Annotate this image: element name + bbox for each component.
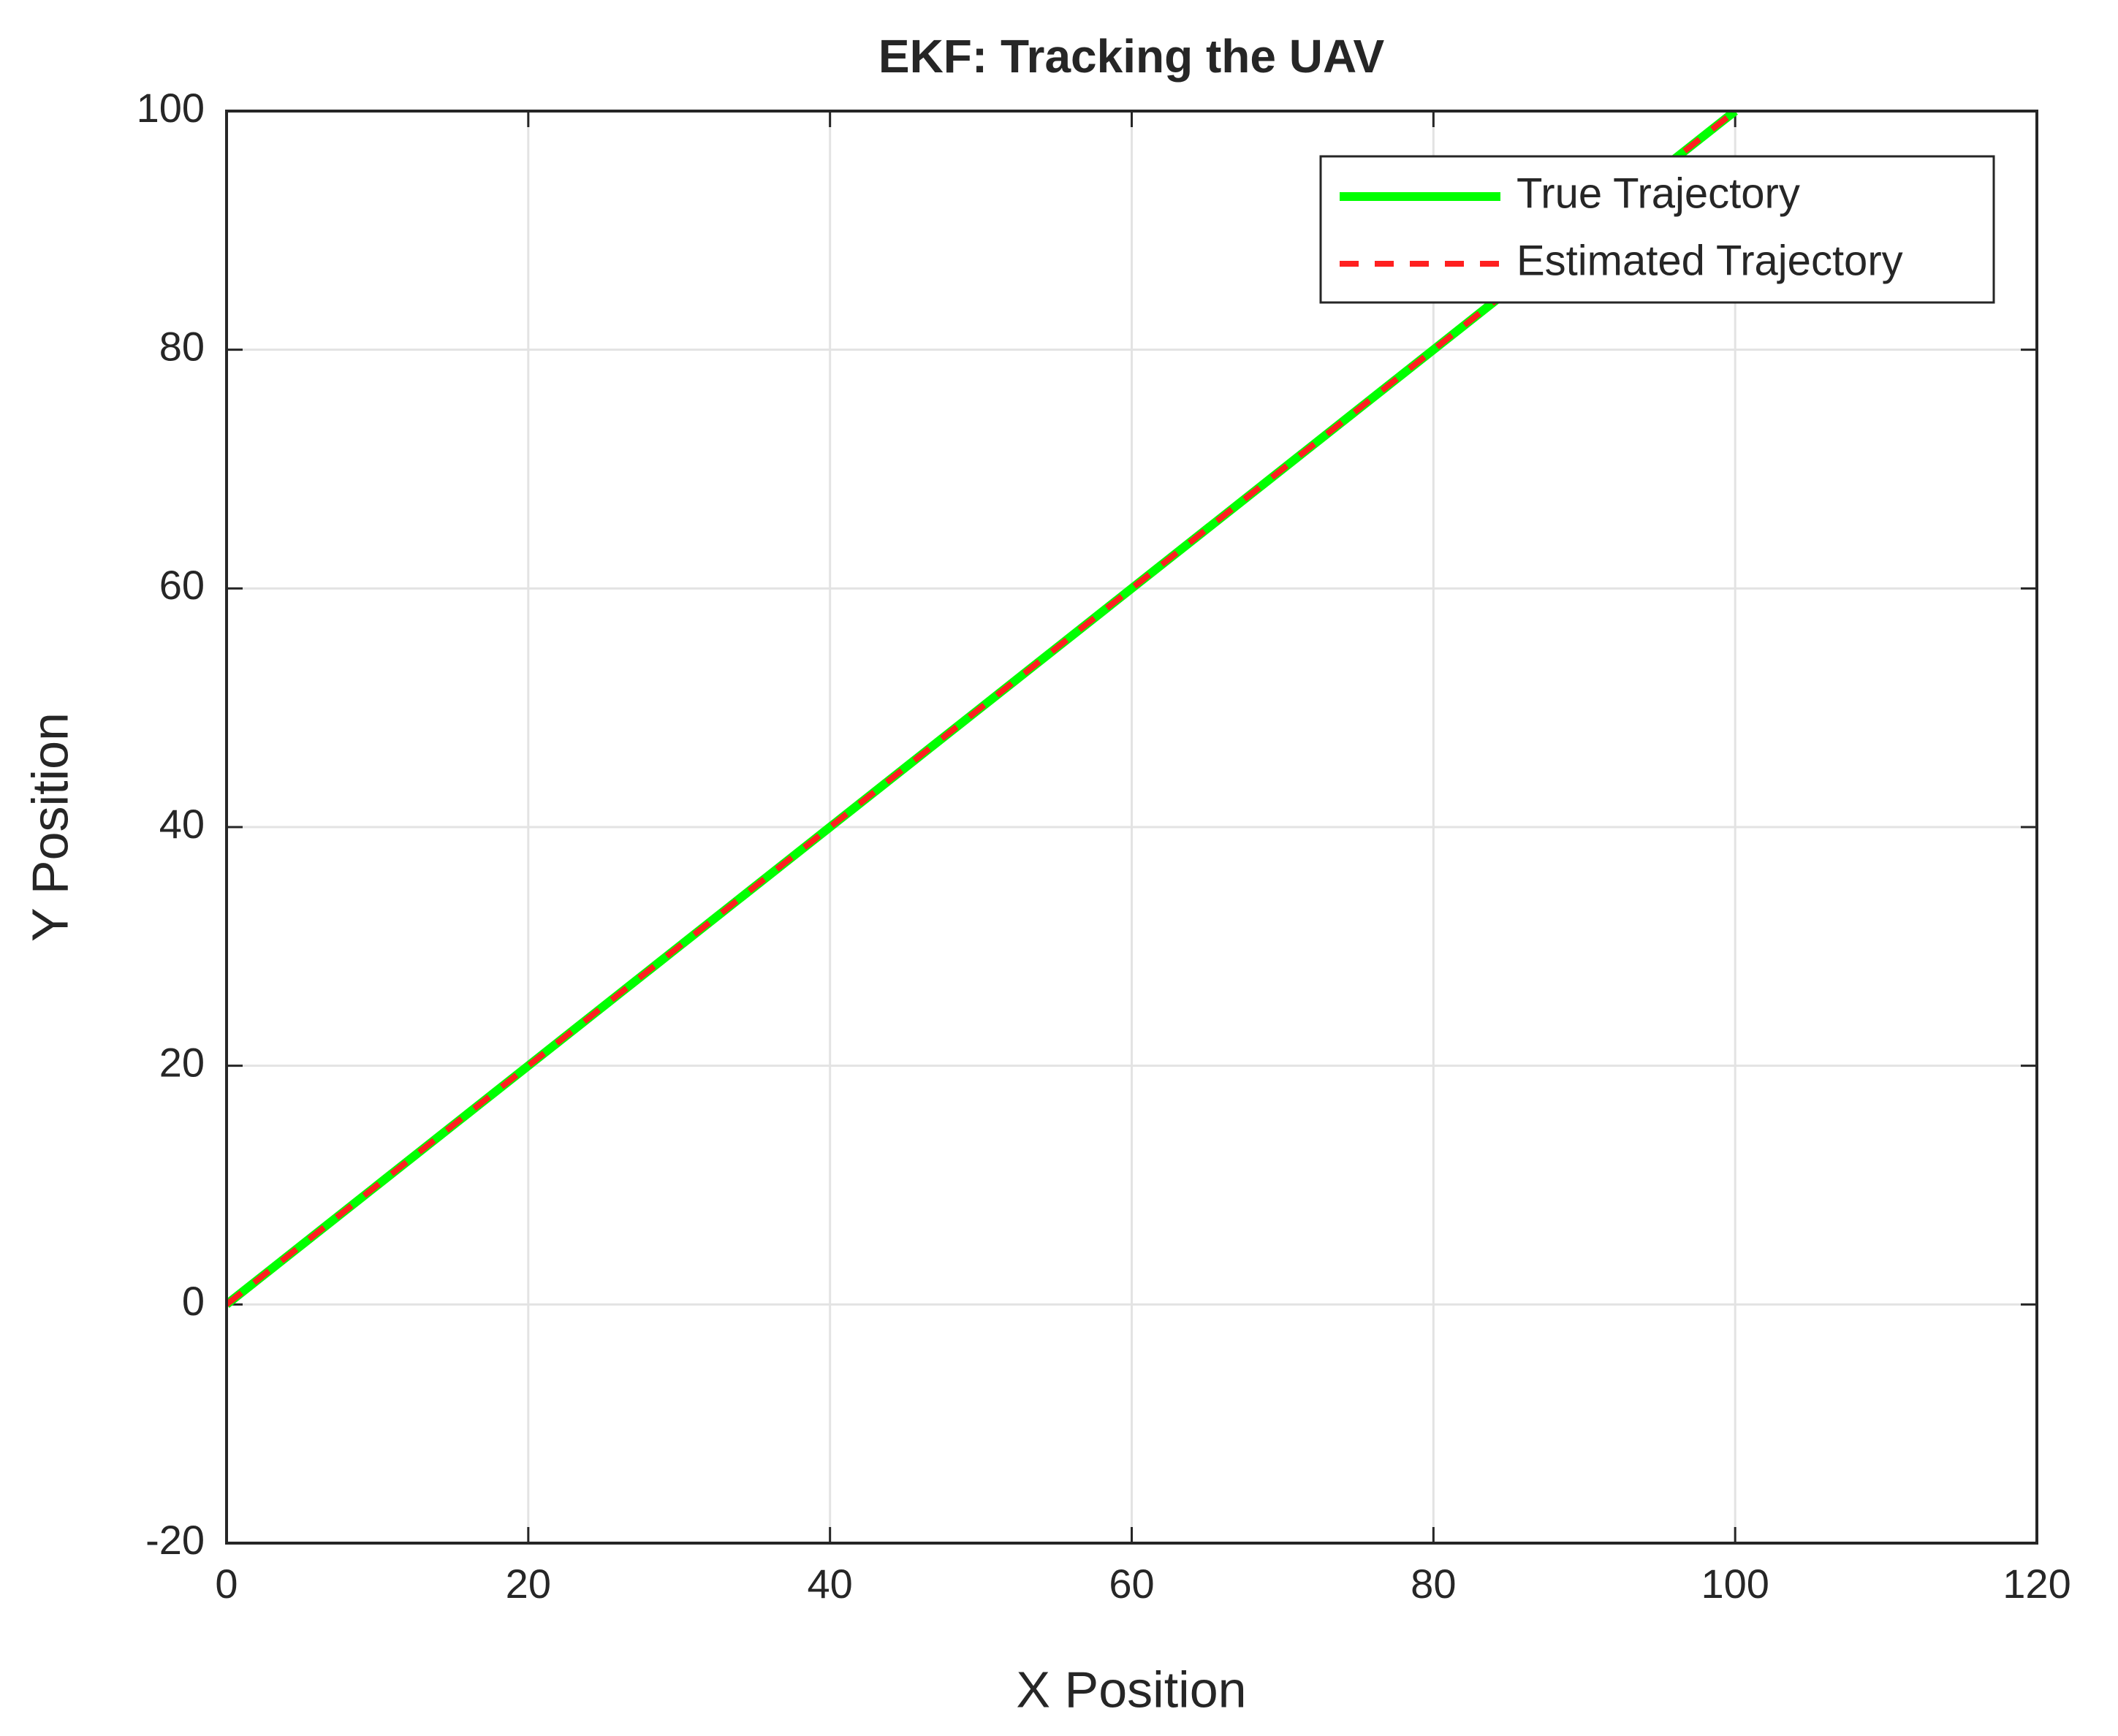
legend-label: True Trajectory bbox=[1517, 170, 1800, 217]
y-tick-label: 0 bbox=[182, 1278, 205, 1324]
y-tick-label: 20 bbox=[159, 1039, 205, 1085]
x-tick-label: 60 bbox=[1109, 1561, 1154, 1607]
y-tick-label: 100 bbox=[137, 85, 205, 131]
y-tick-label: 60 bbox=[159, 562, 205, 608]
x-tick-label: 120 bbox=[2003, 1561, 2070, 1607]
y-tick-label: -20 bbox=[145, 1517, 205, 1563]
chart-title: EKF: Tracking the UAV bbox=[878, 30, 1385, 83]
y-tick-label: 80 bbox=[159, 323, 205, 369]
legend-label: Estimated Trajectory bbox=[1517, 237, 1903, 284]
legend-box bbox=[1319, 155, 1995, 304]
y-tick-label: 40 bbox=[159, 801, 205, 847]
x-axis-label: X Position bbox=[1016, 1661, 1246, 1718]
x-tick-label: 40 bbox=[808, 1561, 853, 1607]
y-axis-label: Y Position bbox=[21, 712, 78, 942]
x-tick-label: 100 bbox=[1701, 1561, 1769, 1607]
x-tick-label: 80 bbox=[1411, 1561, 1456, 1607]
axes-frame bbox=[225, 110, 2038, 1545]
series-line bbox=[227, 111, 1737, 1307]
x-tick-label: 20 bbox=[506, 1561, 551, 1607]
x-tick-label: 0 bbox=[215, 1561, 238, 1607]
